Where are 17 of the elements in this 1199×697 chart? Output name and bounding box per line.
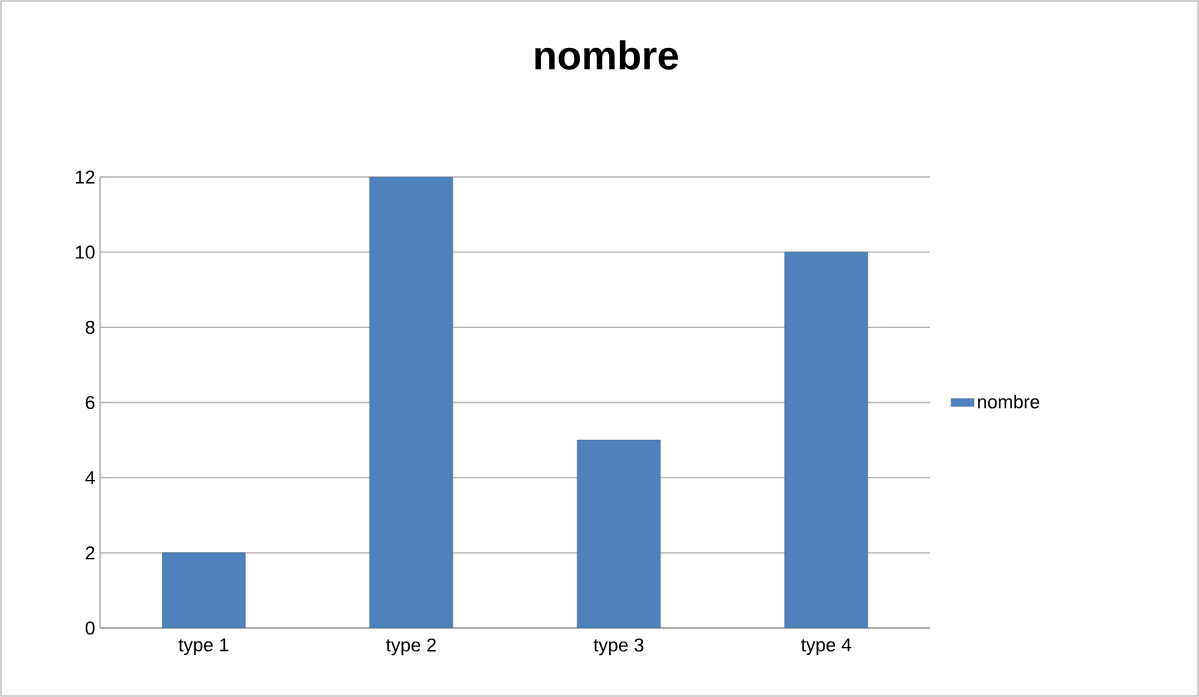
x-tick-label: type 2 [386, 638, 436, 656]
bar [161, 552, 246, 628]
y-tick-label: 12 [75, 170, 95, 184]
y-tick-label: 8 [85, 320, 95, 334]
legend-label: nombre [978, 394, 1040, 409]
y-tick-label: 2 [85, 546, 95, 560]
y-tick-label: 6 [85, 395, 95, 410]
y-tick-label: 10 [75, 245, 95, 259]
y-tick-label: 0 [85, 621, 95, 635]
x-tick-label: type 3 [593, 638, 644, 656]
bar [576, 439, 661, 628]
x-tick-label: type 1 [178, 638, 229, 656]
bar [369, 177, 454, 628]
x-tick-label: type 4 [801, 638, 852, 656]
bar [784, 251, 869, 628]
chart-title: nombre [535, 40, 678, 70]
y-tick-label: 4 [85, 471, 95, 485]
